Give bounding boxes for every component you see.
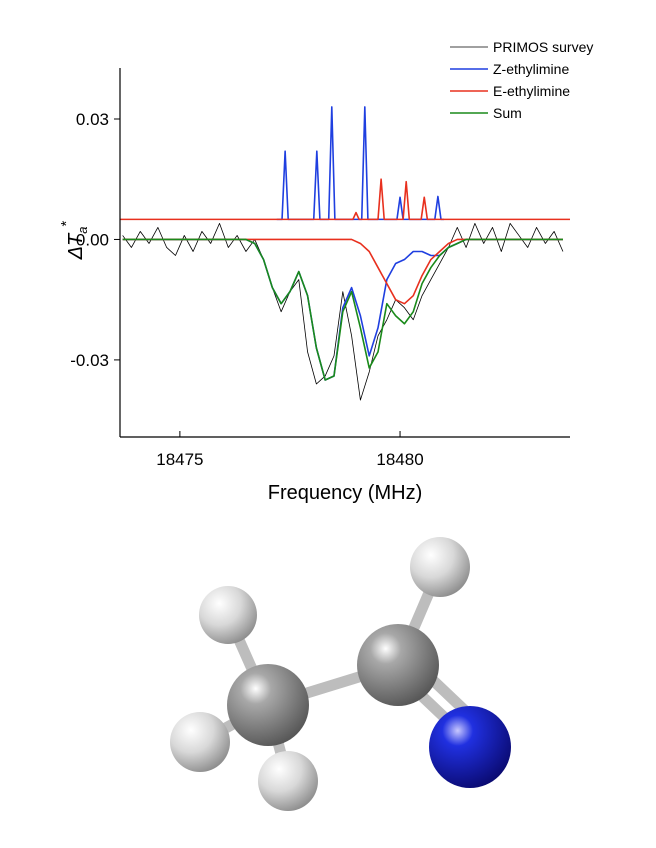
carbon-atom	[357, 624, 439, 706]
x-tick-label: 18475	[156, 450, 203, 469]
y-tick-label: 0.03	[76, 110, 109, 129]
carbon-atom	[227, 664, 309, 746]
y-label-main: ΔT	[65, 232, 87, 260]
x-axis-label: Frequency (MHz)	[268, 482, 422, 504]
series-line	[122, 238, 563, 381]
legend-label: Z-ethylimine	[493, 61, 569, 77]
y-tick-label: -0.03	[70, 351, 109, 370]
x-tick-label: 18480	[376, 450, 423, 469]
legend-label: Sum	[493, 105, 522, 121]
hydrogen-atom	[170, 712, 230, 772]
series-line	[276, 106, 445, 221]
series-line	[122, 222, 564, 401]
legend-label: PRIMOS survey	[493, 39, 593, 55]
y-tick-label: 0.00	[76, 230, 109, 249]
y-label-sup: *	[58, 220, 75, 226]
y-label-sub: a	[75, 226, 90, 233]
nitrogen-atom	[429, 706, 511, 788]
molecule	[170, 537, 511, 811]
legend-label: E-ethylimine	[493, 83, 570, 99]
series-line	[120, 178, 570, 221]
y-axis-label: ΔTa*	[58, 220, 90, 260]
hydrogen-atom	[410, 537, 470, 597]
hydrogen-atom	[199, 586, 257, 644]
series-line	[122, 238, 563, 381]
hydrogen-atom	[258, 751, 318, 811]
